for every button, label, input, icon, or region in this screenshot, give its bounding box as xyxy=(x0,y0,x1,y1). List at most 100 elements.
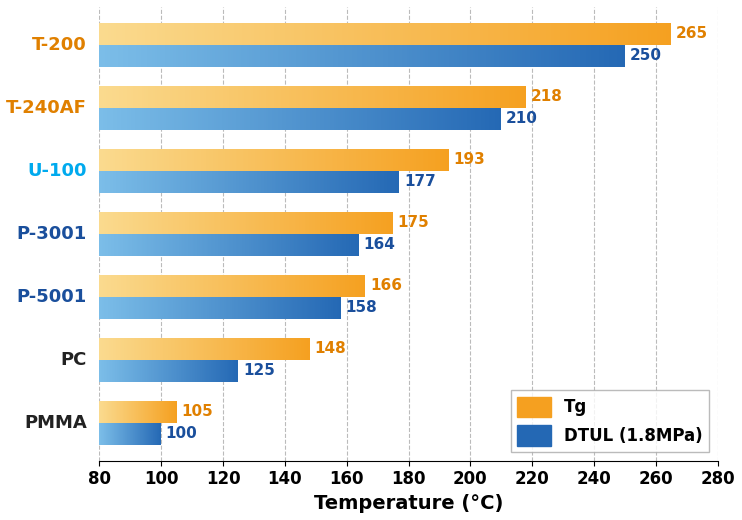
Bar xyxy=(315,45,318,67)
Bar xyxy=(439,86,441,108)
Bar xyxy=(253,149,255,171)
Bar xyxy=(340,234,341,256)
Bar xyxy=(232,108,234,130)
Bar xyxy=(139,23,142,45)
Bar xyxy=(404,149,405,171)
Bar xyxy=(396,149,398,171)
Bar xyxy=(211,275,212,297)
Bar xyxy=(365,45,367,67)
Bar xyxy=(370,171,371,193)
Bar xyxy=(172,234,174,256)
Bar xyxy=(420,45,423,67)
Bar xyxy=(428,45,430,67)
Bar xyxy=(158,275,159,297)
Bar xyxy=(271,234,272,256)
Bar xyxy=(112,338,113,360)
Bar xyxy=(288,149,289,171)
Bar xyxy=(254,171,255,193)
Bar xyxy=(391,108,393,130)
Bar xyxy=(111,108,114,130)
Bar xyxy=(628,23,631,45)
Bar xyxy=(379,149,381,171)
Bar xyxy=(154,108,156,130)
Bar xyxy=(137,234,138,256)
Bar xyxy=(160,338,161,360)
Bar xyxy=(231,234,232,256)
Bar xyxy=(191,297,192,319)
Bar xyxy=(244,108,246,130)
Bar xyxy=(267,171,269,193)
Bar xyxy=(591,45,594,67)
Bar xyxy=(263,23,265,45)
Bar xyxy=(549,45,551,67)
Bar xyxy=(312,108,315,130)
Bar xyxy=(283,86,285,108)
Bar xyxy=(155,275,157,297)
Bar xyxy=(263,234,264,256)
Bar xyxy=(520,45,522,67)
Bar xyxy=(232,234,233,256)
Bar xyxy=(290,234,292,256)
Bar xyxy=(164,171,165,193)
Bar xyxy=(187,297,188,319)
Bar xyxy=(283,45,286,67)
Bar xyxy=(186,234,188,256)
Bar xyxy=(308,275,309,297)
Bar xyxy=(557,23,559,45)
Bar xyxy=(142,234,143,256)
Bar xyxy=(441,149,444,171)
Bar xyxy=(244,275,246,297)
Bar xyxy=(351,23,354,45)
Bar xyxy=(177,212,179,234)
Bar xyxy=(111,275,113,297)
Bar xyxy=(485,86,487,108)
Bar xyxy=(214,23,217,45)
Bar xyxy=(363,275,364,297)
Bar xyxy=(237,149,239,171)
Bar xyxy=(289,86,292,108)
Bar xyxy=(352,275,353,297)
Bar xyxy=(178,275,179,297)
Bar xyxy=(341,86,343,108)
Bar xyxy=(226,45,228,67)
Bar xyxy=(168,275,170,297)
Bar xyxy=(204,108,206,130)
Bar xyxy=(295,212,296,234)
Bar xyxy=(471,108,473,130)
Bar xyxy=(284,338,286,360)
Bar xyxy=(152,338,153,360)
Bar xyxy=(464,86,466,108)
Bar xyxy=(122,149,124,171)
Bar xyxy=(459,108,461,130)
Bar xyxy=(313,297,314,319)
Bar xyxy=(160,297,161,319)
Bar xyxy=(131,23,134,45)
Bar xyxy=(202,108,204,130)
Bar xyxy=(257,45,260,67)
Bar xyxy=(162,171,164,193)
Bar xyxy=(123,45,125,67)
Bar xyxy=(191,275,192,297)
Bar xyxy=(211,23,214,45)
Bar xyxy=(669,23,672,45)
Bar xyxy=(572,45,575,67)
Bar xyxy=(436,86,439,108)
Bar xyxy=(302,86,304,108)
Bar xyxy=(203,297,204,319)
Bar xyxy=(487,86,490,108)
Bar xyxy=(173,45,176,67)
Bar xyxy=(174,108,176,130)
Bar xyxy=(254,275,255,297)
Bar xyxy=(181,297,183,319)
Bar xyxy=(292,86,294,108)
Bar xyxy=(174,297,175,319)
Bar xyxy=(311,212,312,234)
Bar xyxy=(436,45,439,67)
Bar xyxy=(612,45,614,67)
Bar xyxy=(257,212,258,234)
Bar xyxy=(232,275,234,297)
Bar xyxy=(206,338,208,360)
Bar xyxy=(488,45,491,67)
Bar xyxy=(296,297,297,319)
Bar xyxy=(158,338,160,360)
